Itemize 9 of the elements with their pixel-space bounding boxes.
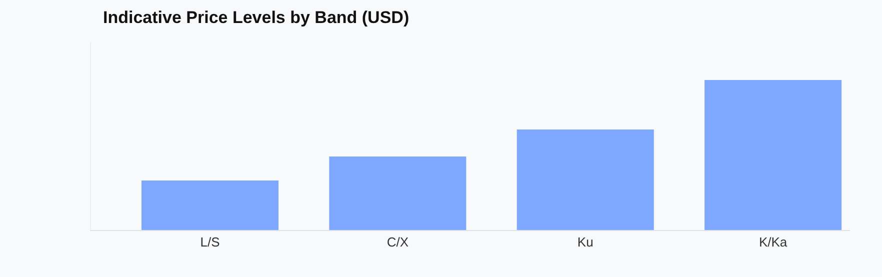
bar	[329, 156, 466, 230]
x-tick-label: L/S	[200, 234, 220, 250]
x-tick-label: K/Ka	[758, 234, 788, 250]
x-tick-label: Ku	[577, 234, 594, 250]
x-tick-label: C/X	[386, 234, 409, 250]
bar	[704, 80, 842, 230]
chart-title: Indicative Price Levels by Band (USD)	[103, 8, 410, 27]
bar	[141, 180, 278, 230]
bar	[516, 129, 654, 230]
